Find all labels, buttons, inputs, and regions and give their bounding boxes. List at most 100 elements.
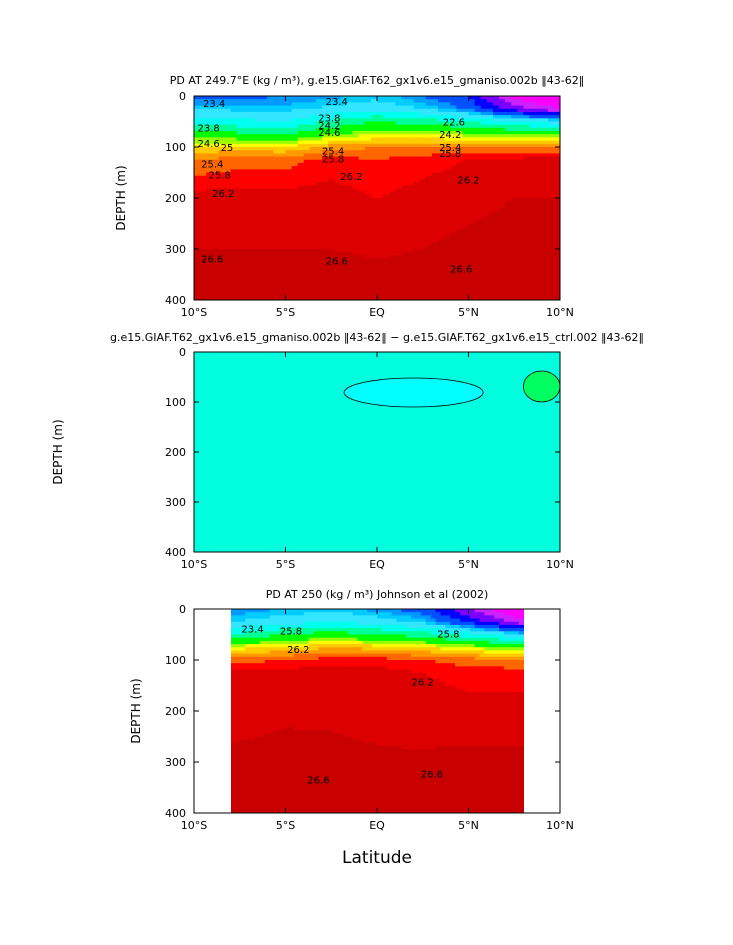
field-cell: [322, 296, 329, 300]
field-cell: [340, 185, 348, 190]
field-cell: [367, 637, 373, 642]
field-cell: [333, 644, 339, 648]
field-cell: [468, 140, 476, 145]
field-cell: [450, 105, 457, 110]
field-cell: [370, 217, 378, 221]
field-cell: [517, 96, 524, 100]
field-cell: [456, 236, 463, 241]
field-cell: [535, 159, 543, 164]
field-cell: [505, 217, 512, 221]
field-cell: [206, 268, 213, 272]
field-cell: [541, 223, 549, 228]
field-cell: [340, 182, 348, 186]
field-cell: [340, 233, 348, 237]
field-cell: [212, 204, 219, 209]
field-cell: [511, 296, 518, 300]
field-cell: [480, 102, 488, 107]
field-cell: [401, 111, 409, 116]
field-cell: [240, 637, 246, 642]
field-cell: [464, 609, 471, 613]
field-cell: [523, 249, 531, 253]
field-cell: [419, 162, 427, 167]
field-cell: [438, 131, 445, 135]
field-cell: [261, 178, 268, 183]
field-cell: [298, 644, 305, 648]
field-cell: [285, 188, 293, 193]
field-cell: [342, 624, 349, 629]
field-cell: [212, 105, 219, 110]
field-cell: [267, 178, 274, 183]
field-cell: [505, 258, 512, 263]
field-cell: [419, 169, 427, 174]
field-cell: [230, 242, 238, 247]
field-cell: [212, 290, 219, 295]
field-cell: [517, 185, 524, 190]
field-cell: [445, 653, 451, 658]
field-cell: [352, 233, 360, 237]
field-cell: [377, 121, 384, 126]
field-cell: [273, 284, 280, 288]
field-cell: [285, 121, 293, 126]
field-cell: [273, 115, 280, 119]
field-cell: [438, 226, 445, 231]
field-cell: [469, 612, 476, 616]
field-cell: [235, 650, 241, 655]
field-cell: [267, 137, 274, 142]
field-cell: [381, 631, 388, 636]
field-cell: [308, 647, 315, 652]
field-cell: [218, 96, 226, 100]
field-cell: [395, 140, 402, 145]
field-cell: [236, 194, 244, 199]
field-cell: [269, 640, 276, 645]
contour-label: 24.6: [198, 139, 220, 150]
field-cell: [328, 143, 335, 148]
panel-middle-title: g.e15.GIAF.T62_gx1v6.e15_gmaniso.002b ‖4…: [110, 331, 644, 344]
field-cell: [245, 650, 251, 655]
field-cell: [517, 261, 524, 266]
field-cell: [298, 624, 305, 629]
field-cell: [541, 175, 549, 180]
field-cell: [456, 172, 463, 177]
field-cell: [469, 637, 476, 642]
field-cell: [285, 134, 293, 139]
field-cell: [291, 153, 299, 158]
field-cell: [357, 631, 363, 636]
field-cell: [279, 111, 287, 116]
field-cell: [505, 277, 512, 282]
field-cell: [248, 245, 256, 250]
field-cell: [313, 624, 320, 629]
field-cell: [505, 118, 512, 123]
field-cell: [358, 182, 366, 186]
field-cell: [200, 111, 207, 116]
field-cell: [480, 204, 488, 209]
field-cell: [194, 105, 201, 110]
field-cell: [261, 261, 268, 266]
field-cell: [511, 210, 518, 215]
field-cell: [517, 268, 524, 272]
field-cell: [425, 229, 433, 234]
field-cell: [450, 612, 456, 616]
field-cell: [230, 217, 238, 221]
field-cell: [337, 644, 344, 648]
field-cell: [505, 159, 512, 164]
field-cell: [541, 198, 549, 202]
field-cell: [218, 213, 226, 218]
field-cell: [468, 261, 476, 266]
field-cell: [352, 647, 359, 652]
field-cell: [523, 245, 531, 250]
field-cell: [285, 229, 293, 234]
field-cell: [411, 612, 417, 616]
field-cell: [346, 207, 354, 212]
field-cell: [413, 261, 421, 266]
field-cell: [529, 162, 537, 167]
field-cell: [499, 124, 506, 129]
field-cell: [250, 612, 256, 616]
field-cell: [395, 290, 402, 295]
field-cell: [248, 229, 256, 234]
field-cell: [212, 233, 219, 237]
field-cell: [285, 118, 293, 123]
field-cell: [517, 175, 524, 180]
field-cell: [248, 108, 256, 113]
field-cell: [261, 287, 268, 292]
